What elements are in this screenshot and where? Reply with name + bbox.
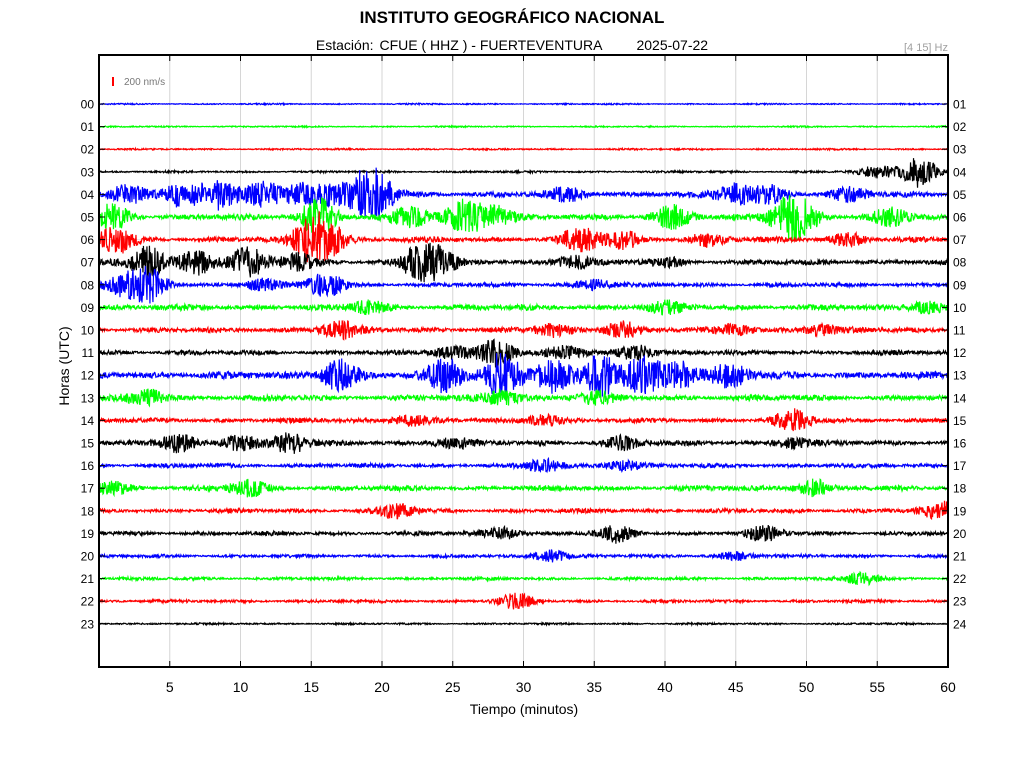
hour-label-right: 05 <box>953 188 967 202</box>
scale-bar-label: 200 nm/s <box>124 77 165 88</box>
x-tick-label: 60 <box>940 679 956 695</box>
x-tick-label: 55 <box>869 679 885 695</box>
trace-hour-19 <box>99 524 948 544</box>
trace-hour-07 <box>99 242 948 283</box>
trace-hour-14 <box>99 408 948 432</box>
hour-label-right: 08 <box>953 256 967 270</box>
hour-label-left: 07 <box>81 256 95 270</box>
hour-label-left: 14 <box>81 414 95 428</box>
chart-subtitle: Estación: CFUE ( HHZ ) - FUERTEVENTURA 202… <box>0 37 1024 53</box>
hour-label-left: 03 <box>81 165 95 179</box>
hour-label-right: 04 <box>953 165 967 179</box>
trace-hour-11 <box>99 338 948 368</box>
hour-label-left: 21 <box>81 572 95 586</box>
hour-label-right: 14 <box>953 391 967 405</box>
hour-label-left: 08 <box>81 278 95 292</box>
trace-hour-00 <box>99 101 948 107</box>
trace-hour-16 <box>99 456 948 474</box>
trace-hour-13 <box>99 388 948 408</box>
trace-hour-03 <box>99 158 948 188</box>
hour-label-right: 11 <box>953 324 966 338</box>
hour-label-left: 12 <box>81 369 95 383</box>
x-tick-label: 30 <box>516 679 532 695</box>
hour-label-left: 01 <box>81 120 95 134</box>
trace-hour-18 <box>99 500 948 521</box>
trace-hour-20 <box>99 549 948 563</box>
trace-group <box>99 101 948 628</box>
hour-label-left: 15 <box>81 437 95 451</box>
trace-hour-06 <box>99 211 948 263</box>
hour-label-left: 02 <box>81 143 95 157</box>
hour-label-left: 17 <box>81 482 95 496</box>
hour-label-left: 10 <box>81 324 95 338</box>
hour-label-right: 22 <box>953 572 967 586</box>
hour-label-left: 00 <box>81 98 95 112</box>
trace-hour-01 <box>99 124 948 129</box>
trace-hour-02 <box>99 146 948 152</box>
x-tick-label: 40 <box>657 679 673 695</box>
x-axis-label: Tiempo (minutos) <box>469 701 579 717</box>
chart-date: 2025-07-22 <box>636 37 709 53</box>
hour-label-right: 21 <box>953 550 967 564</box>
trace-hour-23 <box>99 620 948 628</box>
hour-label-left: 19 <box>81 527 95 541</box>
hour-label-right: 17 <box>953 459 967 473</box>
hour-label-right: 09 <box>953 278 967 292</box>
x-tick-label: 20 <box>374 679 390 695</box>
hour-label-left: 18 <box>81 504 95 518</box>
x-tick-label: 25 <box>445 679 461 695</box>
axis-labels: 5 10 15 20 25 30 35 40 45 50 55 60 00 01 01 02 02 03 03 04 0… <box>81 98 967 696</box>
hour-label-right: 20 <box>953 527 967 541</box>
hour-label-left: 22 <box>81 595 95 609</box>
station-label: Estación: <box>315 37 374 53</box>
hour-label-left: 20 <box>81 550 95 564</box>
hour-label-left: 04 <box>81 188 95 202</box>
x-tick-label: 5 <box>166 679 174 695</box>
trace-hour-22 <box>99 592 948 610</box>
scale-bar-mark <box>112 77 114 86</box>
grid-lines <box>99 55 948 667</box>
x-tick-label: 35 <box>586 679 602 695</box>
trace-hour-15 <box>99 432 948 454</box>
hour-label-right: 01 <box>953 98 967 112</box>
trace-hour-21 <box>99 570 948 587</box>
hour-label-right: 18 <box>953 482 967 496</box>
chart-title: INSTITUTO GEOGRÁFICO NACIONAL <box>359 8 665 27</box>
x-tick-label: 45 <box>728 679 744 695</box>
hour-label-left: 16 <box>81 459 95 473</box>
x-tick-label: 50 <box>799 679 815 695</box>
hour-label-right: 12 <box>953 346 967 360</box>
hour-label-right: 06 <box>953 211 967 225</box>
hour-label-left: 23 <box>81 617 95 631</box>
axis-ticks <box>99 55 949 667</box>
hour-label-right: 03 <box>953 143 967 157</box>
hour-label-right: 24 <box>953 617 967 631</box>
trace-hour-10 <box>99 320 948 341</box>
filter-band: [4 15] Hz <box>903 42 948 54</box>
hour-label-left: 11 <box>82 346 95 360</box>
trace-hour-17 <box>99 478 948 498</box>
trace-hour-04 <box>99 167 948 221</box>
trace-hour-05 <box>99 195 948 243</box>
hour-label-right: 13 <box>953 369 967 383</box>
hour-label-right: 15 <box>953 414 967 428</box>
hour-label-left: 13 <box>81 391 95 405</box>
hour-label-right: 16 <box>953 437 967 451</box>
hour-label-left: 05 <box>81 211 95 225</box>
trace-hour-08 <box>99 266 948 304</box>
hour-label-right: 23 <box>953 595 967 609</box>
scale-bar: 200 nm/s <box>112 77 165 88</box>
hour-label-left: 06 <box>81 233 95 247</box>
x-tick-label: 10 <box>233 679 249 695</box>
hour-label-right: 02 <box>953 120 967 134</box>
x-tick-label: 15 <box>303 679 319 695</box>
hour-label-right: 19 <box>953 504 967 518</box>
hour-label-left: 09 <box>81 301 95 315</box>
hour-label-right: 07 <box>953 233 967 247</box>
hour-label-right: 10 <box>953 301 967 315</box>
trace-hour-12 <box>99 353 948 399</box>
station-name: CFUE ( HHZ ) - FUERTEVENTURA <box>379 37 603 53</box>
trace-hour-09 <box>99 299 948 316</box>
